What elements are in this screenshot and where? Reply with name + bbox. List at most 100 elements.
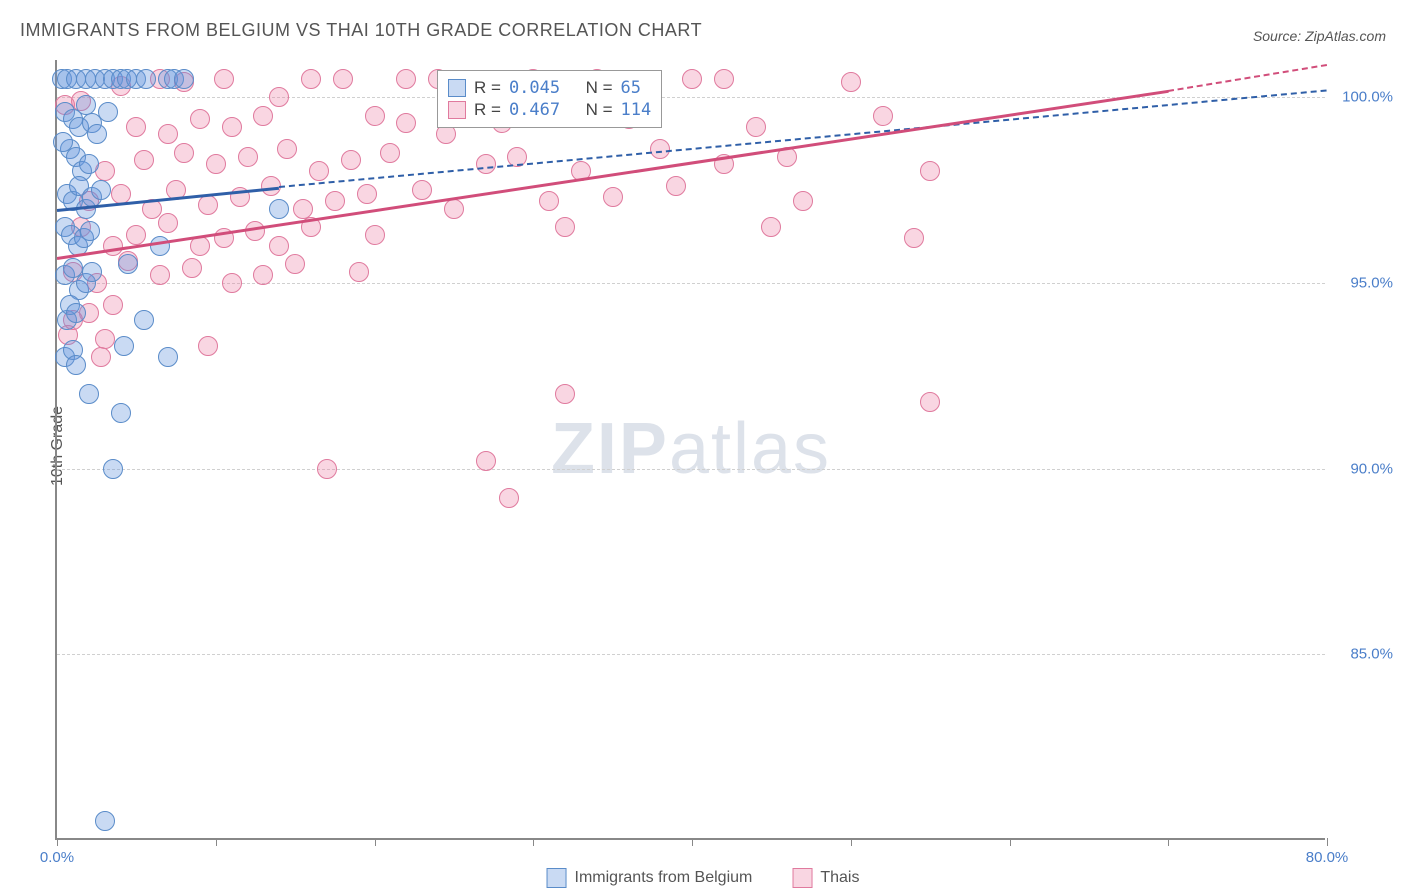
scatter-point bbox=[91, 347, 111, 367]
gridline bbox=[57, 283, 1325, 284]
scatter-point bbox=[66, 355, 86, 375]
xtick bbox=[375, 838, 376, 846]
stats-box: R =0.045 N = 65R =0.467 N =114 bbox=[437, 70, 662, 128]
scatter-point bbox=[269, 236, 289, 256]
scatter-point bbox=[190, 109, 210, 129]
gridline bbox=[57, 654, 1325, 655]
legend-item-thais: Thais bbox=[792, 868, 859, 888]
xtick bbox=[851, 838, 852, 846]
scatter-point bbox=[198, 336, 218, 356]
xtick bbox=[57, 838, 58, 846]
scatter-point bbox=[53, 132, 73, 152]
scatter-point bbox=[134, 310, 154, 330]
scatter-point bbox=[79, 154, 99, 174]
legend-label-thais: Thais bbox=[820, 869, 859, 887]
scatter-point bbox=[793, 191, 813, 211]
scatter-point bbox=[285, 254, 305, 274]
scatter-point bbox=[126, 225, 146, 245]
scatter-point bbox=[380, 143, 400, 163]
scatter-point bbox=[317, 459, 337, 479]
scatter-point bbox=[269, 87, 289, 107]
scatter-point bbox=[79, 384, 99, 404]
scatter-point bbox=[841, 72, 861, 92]
scatter-point bbox=[349, 262, 369, 282]
scatter-point bbox=[365, 225, 385, 245]
scatter-point bbox=[357, 184, 377, 204]
scatter-point bbox=[158, 347, 178, 367]
scatter-point bbox=[150, 265, 170, 285]
scatter-point bbox=[253, 265, 273, 285]
scatter-point bbox=[555, 384, 575, 404]
stats-row: R =0.045 N = 65 bbox=[448, 77, 651, 99]
scatter-point bbox=[904, 228, 924, 248]
stats-swatch bbox=[448, 101, 466, 119]
scatter-point bbox=[499, 488, 519, 508]
scatter-point bbox=[182, 258, 202, 278]
scatter-point bbox=[136, 69, 156, 89]
scatter-point bbox=[214, 69, 234, 89]
scatter-point bbox=[603, 187, 623, 207]
legend-swatch-thais bbox=[792, 868, 812, 888]
scatter-point bbox=[238, 147, 258, 167]
plot-area: ZIPatlas 85.0%90.0%95.0%100.0%0.0%80.0%R… bbox=[55, 60, 1325, 840]
scatter-point bbox=[111, 403, 131, 423]
correlation-chart: IMMIGRANTS FROM BELGIUM VS THAI 10TH GRA… bbox=[0, 0, 1406, 892]
legend-swatch-belgium bbox=[547, 868, 567, 888]
scatter-point bbox=[277, 139, 297, 159]
stats-row: R =0.467 N =114 bbox=[448, 99, 651, 121]
ytick-label: 95.0% bbox=[1333, 274, 1393, 291]
scatter-point bbox=[103, 295, 123, 315]
gridline bbox=[57, 469, 1325, 470]
xtick bbox=[1168, 838, 1169, 846]
scatter-point bbox=[150, 236, 170, 256]
scatter-point bbox=[309, 161, 329, 181]
scatter-point bbox=[365, 106, 385, 126]
ytick-label: 90.0% bbox=[1333, 460, 1393, 477]
scatter-point bbox=[158, 213, 178, 233]
scatter-point bbox=[95, 811, 115, 831]
scatter-point bbox=[293, 199, 313, 219]
scatter-point bbox=[114, 336, 134, 356]
scatter-point bbox=[91, 180, 111, 200]
ytick-label: 85.0% bbox=[1333, 646, 1393, 663]
scatter-point bbox=[341, 150, 361, 170]
scatter-point bbox=[761, 217, 781, 237]
scatter-point bbox=[333, 69, 353, 89]
scatter-point bbox=[87, 124, 107, 144]
scatter-point bbox=[174, 69, 194, 89]
watermark: ZIPatlas bbox=[551, 408, 831, 490]
xtick-label: 0.0% bbox=[40, 849, 74, 866]
xtick-label: 80.0% bbox=[1306, 849, 1349, 866]
xtick bbox=[692, 838, 693, 846]
xtick bbox=[216, 838, 217, 846]
scatter-point bbox=[920, 161, 940, 181]
xtick bbox=[533, 838, 534, 846]
source-text: Source: ZipAtlas.com bbox=[1253, 28, 1386, 44]
scatter-point bbox=[920, 392, 940, 412]
bottom-legend: Immigrants from Belgium Thais bbox=[547, 868, 860, 888]
trend-line bbox=[1168, 64, 1327, 92]
scatter-point bbox=[82, 262, 102, 282]
scatter-point bbox=[158, 124, 178, 144]
scatter-point bbox=[134, 150, 154, 170]
scatter-point bbox=[682, 69, 702, 89]
scatter-point bbox=[269, 199, 289, 219]
scatter-point bbox=[873, 106, 893, 126]
legend-label-belgium: Immigrants from Belgium bbox=[575, 869, 753, 887]
scatter-point bbox=[555, 217, 575, 237]
scatter-point bbox=[66, 303, 86, 323]
scatter-point bbox=[198, 195, 218, 215]
scatter-point bbox=[253, 106, 273, 126]
scatter-point bbox=[98, 102, 118, 122]
scatter-point bbox=[476, 154, 496, 174]
scatter-point bbox=[80, 221, 100, 241]
scatter-point bbox=[118, 254, 138, 274]
scatter-point bbox=[396, 69, 416, 89]
scatter-point bbox=[539, 191, 559, 211]
scatter-point bbox=[222, 273, 242, 293]
scatter-point bbox=[301, 69, 321, 89]
stats-swatch bbox=[448, 79, 466, 97]
scatter-point bbox=[714, 69, 734, 89]
scatter-point bbox=[325, 191, 345, 211]
scatter-point bbox=[206, 154, 226, 174]
